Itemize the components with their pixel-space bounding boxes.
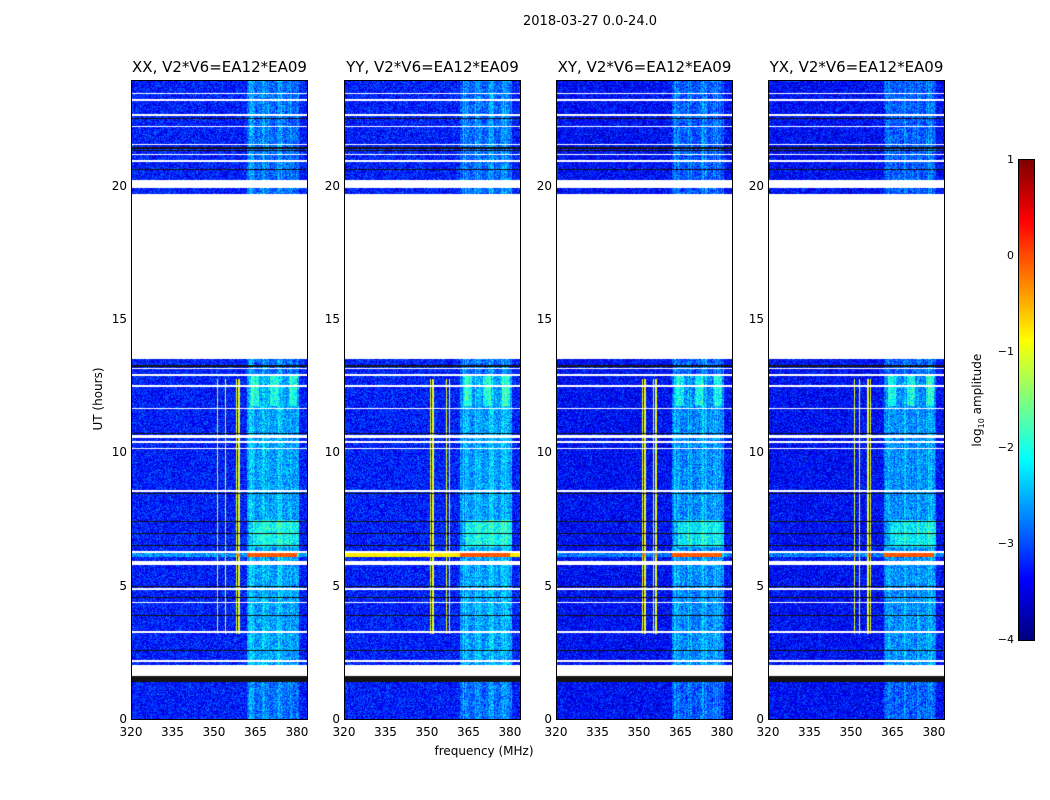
panel-title-yy: YY, V2*V6=EA12*EA09 — [346, 58, 519, 76]
x-tick-label: 380 — [285, 725, 309, 739]
spectrogram-heatmap — [132, 81, 307, 719]
colorbar — [1018, 159, 1035, 641]
panel-title-xx: XX, V2*V6=EA12*EA09 — [132, 58, 307, 76]
y-tick-label: 0 — [332, 712, 340, 726]
x-tick-label: 350 — [627, 725, 651, 739]
colorbar-tick-label: −3 — [997, 537, 1014, 550]
x-axis-label: frequency (MHz) — [434, 744, 534, 758]
panel-title-yx: YX, V2*V6=EA12*EA09 — [769, 58, 944, 76]
x-tick-label: 365 — [669, 725, 692, 739]
colorbar-label-main: log — [969, 428, 984, 447]
colorbar-tick-label: −2 — [997, 441, 1014, 454]
y-tick-label: 15 — [536, 312, 552, 326]
spectrogram-heatmap — [557, 81, 732, 719]
x-tick-label: 320 — [332, 725, 356, 739]
y-tick-label: 0 — [119, 712, 127, 726]
x-tick-label: 335 — [161, 725, 184, 739]
y-tick-label: 5 — [756, 578, 764, 593]
x-tick-label: 335 — [798, 725, 821, 739]
y-tick-label: 5 — [119, 578, 127, 593]
y-tick-label: 0 — [756, 712, 764, 726]
y-tick-label: 20 — [536, 178, 552, 193]
spectrogram-panel-yx — [768, 80, 945, 720]
y-tick-label: 10 — [324, 445, 340, 460]
y-tick-label: 20 — [748, 178, 764, 193]
y-tick-label: 15 — [324, 312, 340, 326]
y-tick-label: 5 — [544, 578, 552, 593]
colorbar-tick-label: 1 — [1007, 153, 1014, 166]
y-tick-label: 20 — [324, 178, 340, 193]
colorbar-tick-label: 0 — [1007, 249, 1014, 262]
x-tick-label: 380 — [922, 725, 946, 739]
y-tick-label: 20 — [111, 178, 127, 193]
figure-title: 2018-03-27 0.0-24.0 — [523, 14, 657, 29]
colorbar-tick-label: −1 — [997, 345, 1014, 358]
x-tick-label: 335 — [586, 725, 609, 739]
colorbar-label-sub: 10 — [977, 418, 987, 429]
x-tick-label: 350 — [839, 725, 863, 739]
x-tick-label: 380 — [498, 725, 522, 739]
y-tick-label: 0 — [544, 712, 552, 726]
y-axis-label: UT (hours) — [91, 367, 105, 431]
spectrogram-panel-yy — [344, 80, 521, 720]
spectrogram-heatmap — [769, 81, 944, 719]
x-tick-label: 350 — [415, 725, 439, 739]
y-tick-label: 15 — [748, 312, 764, 326]
y-tick-label: 15 — [111, 312, 127, 326]
x-tick-label: 365 — [881, 725, 904, 739]
y-tick-label: 10 — [536, 445, 552, 460]
x-tick-label: 365 — [457, 725, 480, 739]
panel-title-xy: XY, V2*V6=EA12*EA09 — [557, 58, 732, 76]
x-tick-label: 335 — [374, 725, 397, 739]
x-tick-label: 320 — [119, 725, 143, 739]
y-tick-label: 10 — [111, 445, 127, 460]
colorbar-tick-label: −4 — [997, 633, 1014, 646]
spectrogram-panel-xy — [556, 80, 733, 720]
x-tick-label: 380 — [710, 725, 734, 739]
colorbar-label-rest: amplitude — [969, 353, 984, 419]
spectrogram-panel-xx — [131, 80, 308, 720]
x-tick-label: 320 — [756, 725, 780, 739]
x-tick-label: 350 — [202, 725, 226, 739]
x-tick-label: 365 — [244, 725, 267, 739]
y-tick-label: 5 — [332, 578, 340, 593]
y-tick-label: 10 — [748, 445, 764, 460]
x-tick-label: 320 — [544, 725, 568, 739]
spectrogram-heatmap — [345, 81, 520, 719]
colorbar-label: log10 amplitude — [970, 330, 986, 470]
